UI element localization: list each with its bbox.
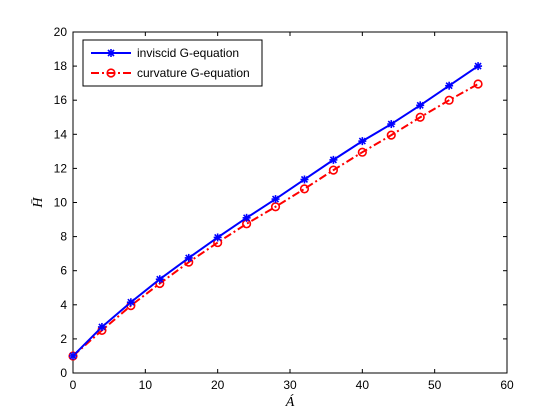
data-point xyxy=(386,130,396,140)
data-point xyxy=(155,275,164,284)
data-point xyxy=(299,184,310,194)
x-tick-label: 40 xyxy=(356,378,370,392)
y-tick-label: 16 xyxy=(54,93,68,107)
x-tick-label: 20 xyxy=(211,378,225,392)
series-layer xyxy=(68,62,483,361)
x-tick-label: 0 xyxy=(70,378,77,392)
y-axis: 0 2 4 6 8 10 12 14 16 18 20 xyxy=(54,25,507,380)
y-axis-title: H̄ xyxy=(31,197,46,209)
x-tick-label: 30 xyxy=(283,378,297,392)
legend-entry: inviscid G-equation xyxy=(91,46,239,60)
series-1 xyxy=(69,62,483,360)
y-tick-label: 18 xyxy=(54,59,68,73)
x-axis-title: Á xyxy=(285,393,295,410)
x-tick-label: 10 xyxy=(139,378,153,392)
data-point xyxy=(97,322,106,331)
data-point xyxy=(328,165,339,175)
series-line xyxy=(72,83,479,357)
data-point xyxy=(69,351,77,360)
y-tick-label: 14 xyxy=(54,127,68,141)
y-tick-label: 12 xyxy=(54,161,68,175)
data-point xyxy=(474,62,483,71)
plot-area xyxy=(72,31,508,374)
legend: inviscid G-equation curvature G-equation xyxy=(82,39,263,87)
x-axis: 0 10 20 30 40 50 60 xyxy=(70,32,514,392)
data-point xyxy=(415,112,425,122)
data-point xyxy=(416,101,425,110)
data-point xyxy=(300,175,309,184)
data-point xyxy=(473,79,483,89)
data-point xyxy=(387,120,396,129)
y-tick-label: 8 xyxy=(60,230,67,244)
data-point xyxy=(358,137,367,146)
data-point xyxy=(242,213,251,222)
y-tick-label: 0 xyxy=(60,366,67,380)
data-point xyxy=(271,195,280,204)
data-point xyxy=(213,233,222,242)
data-point xyxy=(126,298,135,307)
y-tick-label: 4 xyxy=(60,298,67,312)
legend-label: curvature G-equation xyxy=(137,66,250,80)
y-tick-label: 2 xyxy=(60,332,67,346)
legend-marker xyxy=(106,68,116,78)
legend-box xyxy=(82,39,263,87)
x-tick-label: 50 xyxy=(428,378,442,392)
data-point xyxy=(329,155,338,164)
y-tick-label: 10 xyxy=(54,196,68,210)
legend-marker xyxy=(107,49,115,57)
data-point xyxy=(357,147,367,157)
y-tick-label: 6 xyxy=(60,264,67,278)
y-tick-label: 20 xyxy=(54,25,68,39)
data-point xyxy=(445,81,454,90)
data-point xyxy=(184,253,193,262)
data-point xyxy=(444,95,454,105)
legend-label: inviscid G-equation xyxy=(137,46,239,60)
legend-entry: curvature G-equation xyxy=(91,66,250,80)
x-tick-label: 60 xyxy=(500,378,514,392)
